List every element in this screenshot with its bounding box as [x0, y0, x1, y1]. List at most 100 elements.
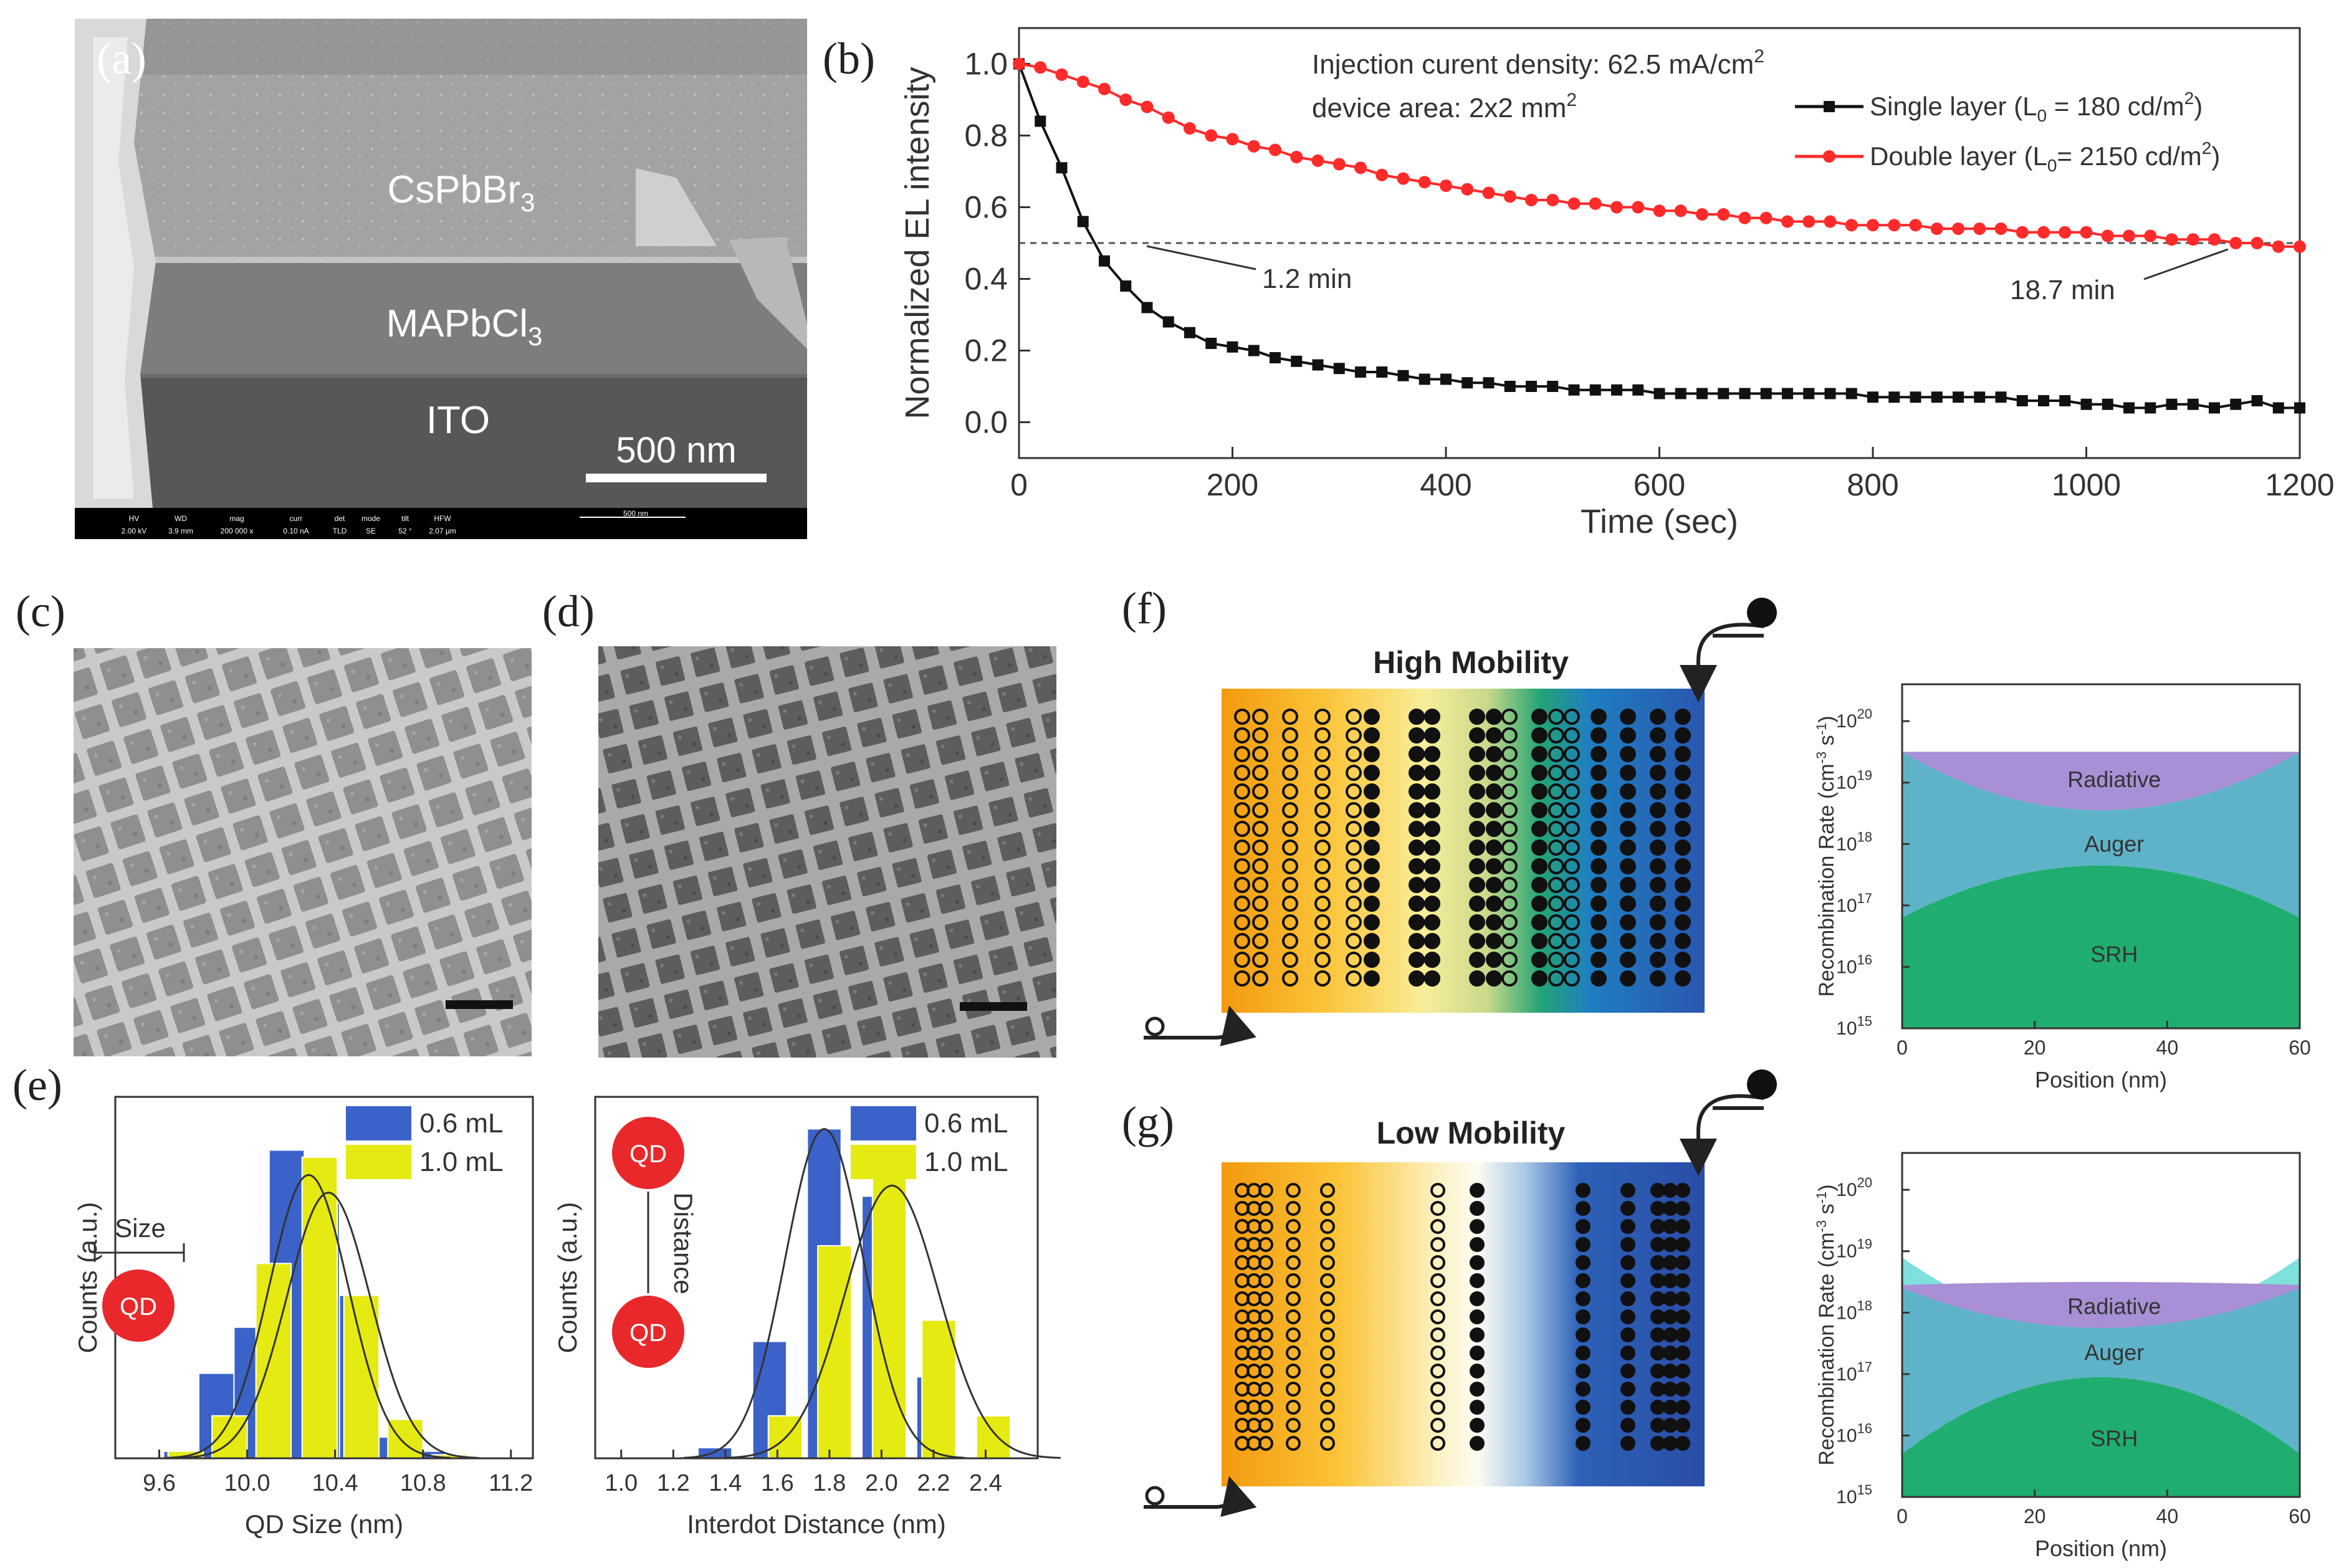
data-point-double	[1311, 154, 1324, 167]
x-tick-label-b: 200	[1207, 467, 1258, 502]
electron-dot	[1663, 1382, 1678, 1397]
data-point-double	[1290, 151, 1303, 163]
tem-scale-bar-d	[960, 1002, 1027, 1011]
sem-info-head: HFW	[434, 514, 451, 523]
electron-dot	[1531, 933, 1548, 949]
data-point-single	[1845, 388, 1857, 399]
hole-dot	[1252, 877, 1268, 893]
electron-dot	[1470, 1291, 1485, 1306]
recombination-plot-g: 0 20 40 60 1015 1016 1017 1018 1019 1020 Position …	[1814, 1152, 2311, 1561]
hole-dot	[1258, 1183, 1273, 1198]
radiative-area-f	[1902, 752, 2300, 811]
electron-dot	[1469, 727, 1485, 743]
hole-dot	[1346, 839, 1362, 856]
band-label-auger-f: Auger	[2084, 831, 2144, 856]
electron-dot	[1486, 709, 1502, 725]
electron-dot	[1591, 765, 1607, 781]
electron-dot	[1620, 1346, 1635, 1360]
x-tick-label-e2: 2.2	[917, 1470, 950, 1496]
data-point-double	[1461, 183, 1474, 196]
data-point-double	[1546, 194, 1559, 206]
electron-dot	[1591, 952, 1607, 968]
hole-dot	[1564, 970, 1580, 987]
electron-dot	[1424, 952, 1440, 968]
electron-dot	[1675, 1364, 1690, 1379]
x-tick-label-e2: 1.4	[709, 1470, 742, 1496]
electron-dot	[1424, 970, 1440, 987]
electron-dot	[1650, 746, 1666, 762]
hole-dot	[1320, 1436, 1335, 1451]
electron-dot	[1424, 858, 1440, 874]
x-axis-label-f: Position (nm)	[2035, 1067, 2167, 1092]
hole-dot	[1282, 896, 1298, 912]
electron-dot	[1675, 877, 1691, 893]
hole-dot	[1346, 746, 1362, 762]
data-point-single	[1248, 345, 1260, 356]
data-point-single	[2251, 395, 2263, 406]
hole-dot	[1282, 914, 1298, 930]
electron-dot	[1576, 1273, 1591, 1288]
electron-injection-arrow-f	[1680, 623, 1764, 702]
electron-dot	[1469, 709, 1485, 725]
data-point-single	[1418, 373, 1430, 385]
hole-dot	[1430, 1219, 1445, 1234]
data-point-double	[2059, 226, 2072, 239]
y-axis-label-e1: Counts (a.u.)	[73, 1202, 102, 1354]
chart-qd-size: 9.6 10.0 10.4 10.8 11.2 QD Size (nm) Counts (a…	[73, 1096, 534, 1539]
hole-dot	[1234, 933, 1250, 949]
hole-dot	[1314, 746, 1331, 762]
hist-bar-e2-1-0ml	[871, 1160, 907, 1459]
electron-dot	[1364, 765, 1380, 781]
electron-dot	[1531, 746, 1548, 762]
electron-dot	[1650, 709, 1666, 725]
electron-dot	[1650, 1400, 1665, 1415]
electron-dot	[1591, 783, 1607, 800]
electron-dot	[1486, 746, 1502, 762]
layer-label-cspbbr3: CsPbBr3	[388, 168, 535, 217]
hole-dot	[1320, 1382, 1335, 1397]
hist-bar-e2-1-0ml	[817, 1245, 853, 1459]
hole-dot	[1252, 858, 1268, 874]
data-point-single	[1376, 366, 1388, 378]
y-axis-label-f: Recombination Rate (cm-3 s-1)	[1814, 715, 1839, 997]
hole-dot	[1501, 933, 1518, 949]
electron-dot	[1620, 952, 1636, 968]
electron-dot	[1620, 1309, 1635, 1324]
hole-dot	[1258, 1273, 1273, 1288]
hole-dot	[1320, 1273, 1335, 1288]
electron-dot	[1620, 1364, 1635, 1379]
electron-dot	[1663, 1418, 1678, 1433]
electron-dot	[1620, 1183, 1635, 1198]
hist-bar-e1-1-0ml	[211, 1415, 248, 1459]
electron-dot	[1576, 1364, 1591, 1379]
electron-dot	[1470, 1219, 1485, 1234]
hole-dot	[1314, 765, 1331, 781]
data-point-single	[1141, 302, 1153, 313]
srh-area-f	[1902, 865, 2300, 1028]
data-point-single	[1782, 388, 1793, 399]
data-point-double	[2251, 237, 2264, 249]
hole-dot	[1234, 821, 1250, 837]
legend-marker	[1823, 150, 1835, 163]
electron-dot	[1486, 727, 1502, 743]
electron-dot	[1650, 727, 1666, 743]
sem-info-fields: HV 2.00 kV WD 3.9 mm mag 200 000 x curr 0.10 nA…	[122, 514, 456, 535]
hole-dot	[1346, 802, 1362, 818]
x-tick-label-e1: 10.8	[400, 1470, 446, 1496]
electron-dot	[1650, 1237, 1665, 1252]
electron-dot	[1576, 1255, 1591, 1270]
sem-info-value: 0.10 nA	[283, 527, 309, 535]
sem-info-bar	[75, 508, 807, 539]
electron-dot	[1470, 1382, 1485, 1397]
arrow-18-7-min	[2143, 248, 2229, 280]
hole-dot	[1548, 952, 1564, 968]
electron-dot	[1409, 839, 1425, 856]
data-point-double	[2186, 233, 2199, 246]
hole-dot	[1548, 896, 1564, 912]
hole-dot	[1548, 933, 1564, 949]
data-point-single	[1547, 381, 1559, 392]
y-tick-label-b: 0.0	[964, 405, 1008, 440]
electron-dot	[1620, 802, 1636, 818]
electron-dot	[1675, 970, 1691, 987]
hole-dot	[1564, 746, 1580, 762]
